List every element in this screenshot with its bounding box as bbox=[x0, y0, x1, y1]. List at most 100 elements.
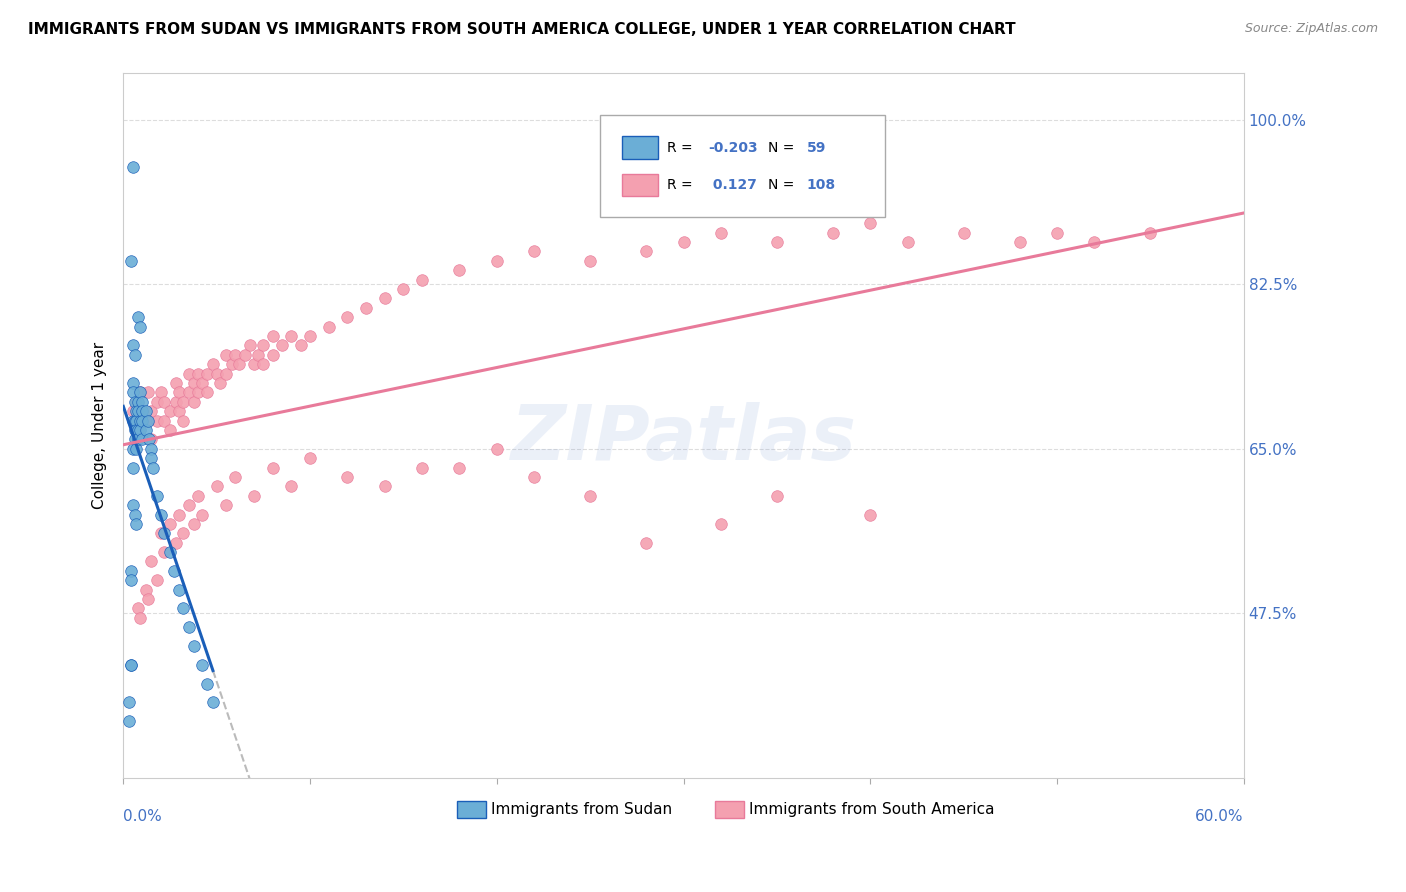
FancyBboxPatch shape bbox=[714, 801, 744, 818]
Point bbox=[187, 489, 209, 503]
Point bbox=[290, 338, 312, 352]
Point bbox=[1046, 226, 1069, 240]
Point bbox=[710, 516, 733, 531]
Point bbox=[252, 338, 274, 352]
Point bbox=[129, 611, 152, 625]
Point bbox=[165, 394, 187, 409]
Point bbox=[121, 338, 143, 352]
Point bbox=[766, 489, 789, 503]
Point bbox=[172, 394, 194, 409]
Point bbox=[523, 470, 546, 484]
Point bbox=[897, 235, 920, 249]
Point bbox=[201, 695, 224, 709]
FancyBboxPatch shape bbox=[621, 174, 658, 196]
Point bbox=[169, 404, 191, 418]
Point bbox=[243, 489, 266, 503]
Point bbox=[141, 451, 163, 466]
Point bbox=[131, 404, 153, 418]
Point bbox=[190, 508, 212, 522]
Point bbox=[224, 348, 246, 362]
Point bbox=[138, 433, 160, 447]
Point bbox=[165, 376, 187, 390]
Point bbox=[127, 423, 149, 437]
Point bbox=[124, 433, 146, 447]
Point bbox=[672, 235, 695, 249]
Point bbox=[183, 376, 205, 390]
Text: Immigrants from Sudan: Immigrants from Sudan bbox=[491, 802, 672, 817]
Point bbox=[125, 404, 148, 418]
Point bbox=[190, 657, 212, 672]
Point bbox=[146, 414, 169, 428]
Point bbox=[125, 516, 148, 531]
Point bbox=[121, 442, 143, 456]
Point bbox=[201, 357, 224, 371]
Point bbox=[239, 338, 262, 352]
Point bbox=[135, 404, 157, 418]
Point bbox=[135, 423, 157, 437]
Point bbox=[169, 508, 191, 522]
Point bbox=[821, 226, 844, 240]
Point bbox=[159, 404, 181, 418]
Point bbox=[195, 676, 218, 690]
Point bbox=[169, 385, 191, 400]
Point bbox=[121, 376, 143, 390]
Point bbox=[127, 404, 149, 418]
Point bbox=[280, 479, 302, 493]
Point bbox=[124, 394, 146, 409]
Text: R =: R = bbox=[666, 141, 697, 154]
Point bbox=[124, 508, 146, 522]
Point bbox=[183, 516, 205, 531]
Point bbox=[411, 273, 433, 287]
Point bbox=[177, 385, 200, 400]
Point bbox=[165, 535, 187, 549]
Point bbox=[183, 639, 205, 653]
Point bbox=[124, 423, 146, 437]
Point bbox=[159, 516, 181, 531]
Point bbox=[135, 582, 157, 597]
Point bbox=[449, 263, 471, 277]
Point bbox=[141, 433, 163, 447]
Point bbox=[149, 508, 172, 522]
Point bbox=[146, 574, 169, 588]
Point bbox=[159, 545, 181, 559]
Point bbox=[127, 433, 149, 447]
Point bbox=[485, 253, 508, 268]
Point bbox=[354, 301, 377, 315]
Point bbox=[190, 376, 212, 390]
Point bbox=[859, 508, 882, 522]
Point bbox=[125, 414, 148, 428]
Point bbox=[246, 348, 269, 362]
Point bbox=[243, 357, 266, 371]
Point bbox=[120, 253, 142, 268]
Point bbox=[205, 479, 228, 493]
Point bbox=[636, 535, 658, 549]
FancyBboxPatch shape bbox=[457, 801, 486, 818]
Point bbox=[120, 564, 142, 578]
Point bbox=[121, 160, 143, 174]
Point bbox=[262, 329, 284, 343]
Point bbox=[177, 498, 200, 512]
Point bbox=[131, 414, 153, 428]
Text: N =: N = bbox=[768, 178, 799, 192]
Point bbox=[177, 620, 200, 634]
Point bbox=[149, 385, 172, 400]
Point bbox=[336, 470, 359, 484]
Point bbox=[125, 442, 148, 456]
Point bbox=[280, 329, 302, 343]
Point bbox=[131, 433, 153, 447]
Point bbox=[228, 357, 250, 371]
Point bbox=[118, 695, 141, 709]
Point bbox=[120, 657, 142, 672]
Point bbox=[215, 498, 238, 512]
Point bbox=[124, 348, 146, 362]
Point bbox=[121, 385, 143, 400]
Text: 0.0%: 0.0% bbox=[124, 809, 162, 824]
Point bbox=[141, 554, 163, 568]
Point bbox=[129, 385, 152, 400]
Point bbox=[141, 404, 163, 418]
Text: -0.203: -0.203 bbox=[709, 141, 758, 154]
Point bbox=[129, 414, 152, 428]
Point bbox=[1008, 235, 1031, 249]
Point bbox=[121, 414, 143, 428]
Text: 108: 108 bbox=[807, 178, 837, 192]
